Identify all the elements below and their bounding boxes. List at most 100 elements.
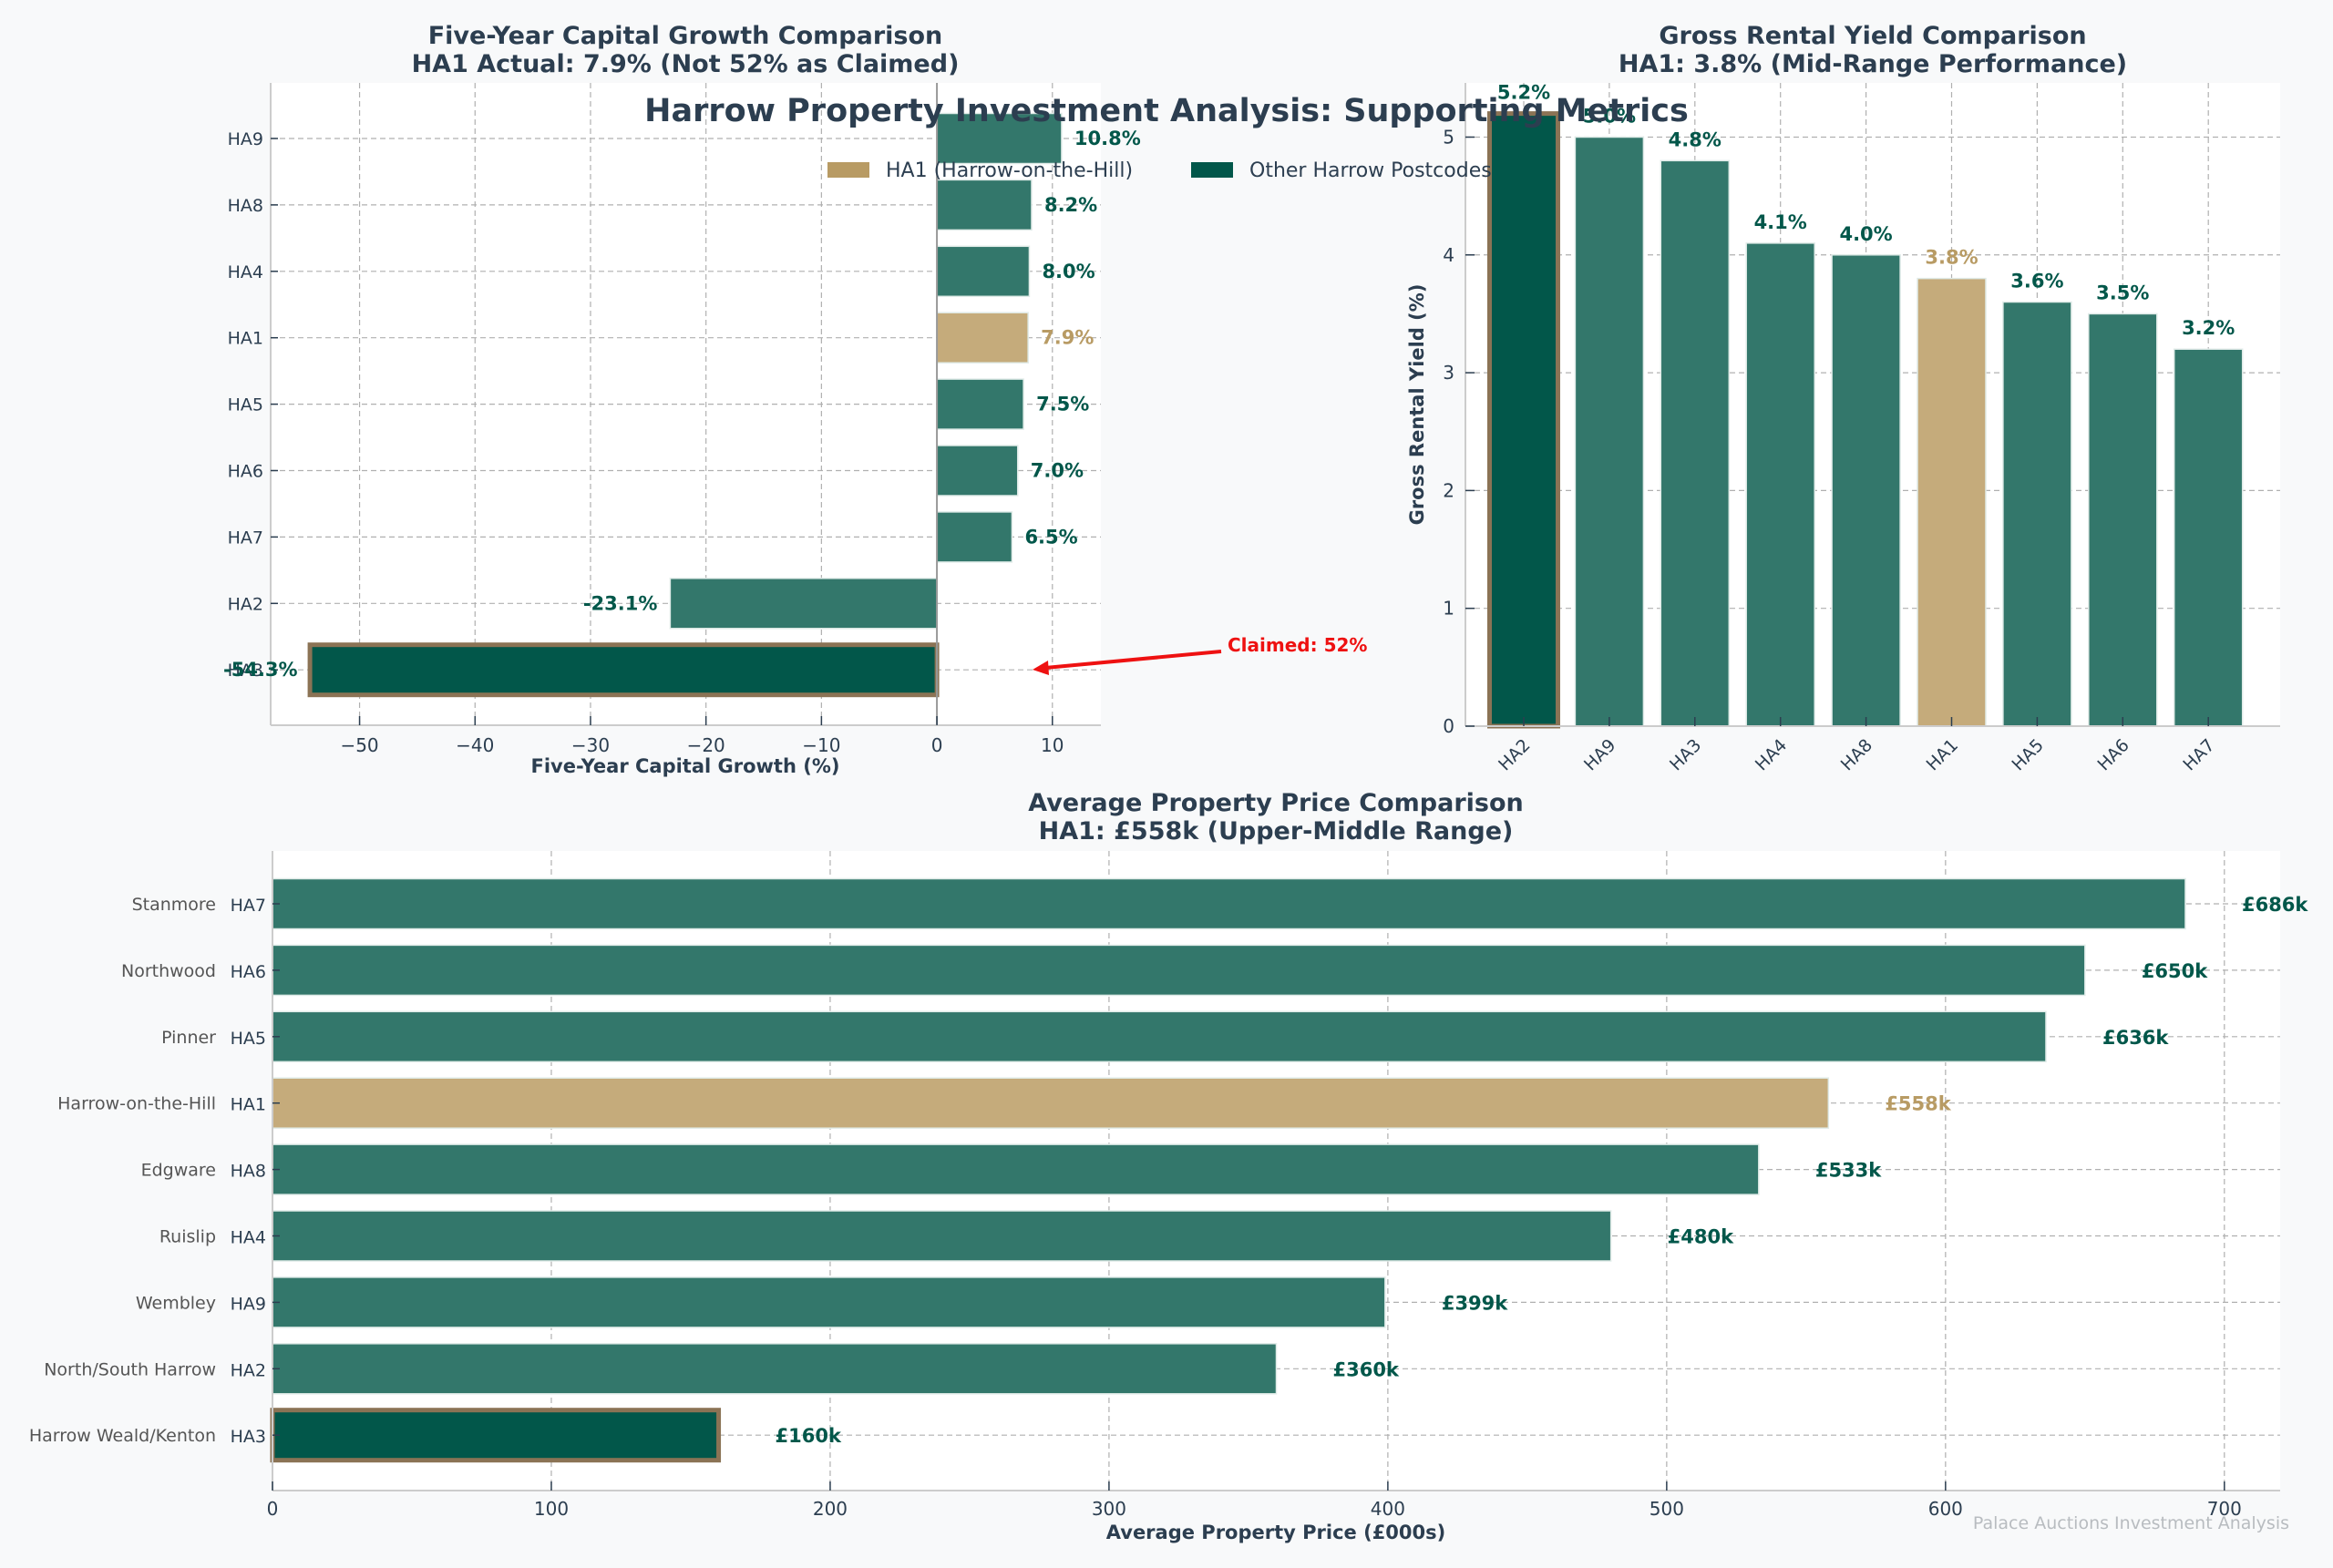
growth-bar-ha2	[669, 578, 938, 630]
price-location-label: Wembley	[136, 1293, 216, 1313]
growth-bar-ha6	[936, 445, 1019, 497]
yield-y-tick-label: 0	[1443, 715, 1454, 737]
price-y-tick-label: HA5	[231, 1029, 266, 1049]
yield-bar-ha1	[1917, 277, 1987, 727]
price-location-label: Stanmore	[132, 895, 216, 915]
price-value-label: £650k	[2142, 960, 2208, 982]
yield-bar-ha8	[1831, 254, 1901, 727]
price-location-label: Pinner	[161, 1028, 216, 1048]
yield-bar-ha4	[1745, 242, 1815, 727]
growth-y-tick-label: HA4	[228, 262, 263, 282]
yield-value-label: 3.8%	[1925, 247, 1978, 269]
growth-x-tick-label: 10	[1041, 734, 1064, 756]
growth-value-label: 10.8%	[1074, 128, 1141, 149]
claimed-annotation-text: Claimed: 52%	[1228, 634, 1367, 656]
price-y-tick-label: HA3	[231, 1427, 266, 1447]
growth-x-axis-label: Five-Year Capital Growth (%)	[531, 755, 840, 777]
growth-chart-subtitle: HA1 Actual: 7.9% (Not 52% as Claimed)	[412, 50, 960, 78]
price-location-label: Edgware	[141, 1161, 216, 1181]
yield-value-label: 5.0%	[1583, 105, 1636, 127]
yield-bar-ha3	[1660, 159, 1731, 727]
price-bar-ha6	[272, 944, 2086, 997]
growth-y-tick-label: HA3	[228, 661, 263, 681]
price-x-tick-label: 400	[1371, 1498, 1405, 1520]
yield-bars	[1487, 111, 2244, 729]
growth-value-label: 8.2%	[1044, 194, 1097, 216]
yield-value-label: 3.2%	[2182, 317, 2235, 339]
price-x-tick-label: 100	[534, 1498, 569, 1520]
yield-value-label: 3.5%	[2096, 282, 2149, 303]
growth-y-tick-label: HA9	[228, 129, 263, 149]
yield-bar-ha9	[1574, 136, 1645, 727]
growth-value-label: 7.5%	[1036, 394, 1089, 415]
yield-bar-ha2	[1487, 111, 1560, 729]
price-value-labels: £686k £650k £636k £558k £533k £480k £399k £360k…	[776, 894, 2309, 1447]
price-y-tick-label: HA7	[231, 896, 266, 916]
growth-x-tick-label: −50	[340, 734, 378, 756]
growth-bar-ha1	[936, 312, 1029, 364]
growth-y-tick-label: HA2	[228, 594, 263, 614]
yield-bar-ha7	[2173, 348, 2244, 727]
growth-x-tick-label: −20	[687, 734, 725, 756]
growth-chart-title: Five-Year Capital Growth Comparison	[428, 22, 943, 50]
yield-value-label: 4.8%	[1669, 128, 1721, 150]
legend-label-ha1: HA1 (Harrow-on-the-Hill)	[886, 159, 1133, 182]
growth-bar-ha3	[307, 642, 940, 698]
growth-y-tick-label: HA1	[228, 329, 263, 349]
price-chart-title: Average Property Price Comparison	[1028, 789, 1523, 817]
price-value-label: £636k	[2102, 1027, 2169, 1049]
growth-y-tick-label: HA7	[228, 528, 263, 548]
price-x-axis-label: Average Property Price (£000s)	[1106, 1522, 1445, 1543]
price-bar-ha2	[272, 1343, 1278, 1395]
growth-y-tick-label: HA5	[228, 395, 263, 415]
yield-y-tick-label: 5	[1443, 126, 1454, 148]
price-value-label: £160k	[776, 1425, 842, 1447]
price-ticks: 0 100 200 300 400 500 600 700 HA7 Stanmore HA6 Nort…	[29, 851, 2280, 1520]
price-bar-ha8	[272, 1143, 1760, 1195]
price-location-label: Harrow Weald/Kenton	[29, 1426, 216, 1446]
claimed-arrow-shaft	[1044, 650, 1222, 670]
growth-x-tick-label: −30	[571, 734, 610, 756]
growth-value-label: -54.3%	[223, 659, 298, 681]
legend-swatch-other	[1191, 162, 1233, 178]
price-x-tick-label: 700	[2207, 1498, 2242, 1520]
price-x-tick-label: 500	[1650, 1498, 1684, 1520]
growth-bar-ha7	[936, 511, 1013, 563]
price-x-tick-label: 200	[813, 1498, 848, 1520]
growth-x-tick-label: −40	[456, 734, 494, 756]
price-value-label: £533k	[1815, 1160, 1882, 1182]
yield-chart-title: Gross Rental Yield Comparison	[1659, 22, 2086, 50]
price-bars	[270, 877, 2186, 1463]
price-bar-ha1	[272, 1077, 1830, 1129]
price-x-tick-label: 300	[1092, 1498, 1126, 1520]
watermark: Palace Auctions Investment Analysis	[1973, 1513, 2289, 1533]
growth-chart: −50 −40 −30 −20 −10 0 10 HA9 HA8 HA4 HA1 HA5 HA6 HA7 H…	[223, 22, 1367, 777]
yield-bar-ha5	[2002, 301, 2072, 727]
yield-y-tick-label: 4	[1443, 244, 1454, 266]
yield-y-tick-label: 2	[1443, 479, 1454, 501]
yield-bar-ha6	[2088, 313, 2158, 727]
price-chart: 0 100 200 300 400 500 600 700 HA7 Stanmore HA6 Nort…	[29, 789, 2309, 1543]
price-location-label: Ruislip	[159, 1227, 216, 1247]
price-x-tick-label: 0	[267, 1498, 279, 1520]
growth-bars	[307, 83, 1063, 725]
growth-ticks: −50 −40 −30 −20 −10 0 10 HA9 HA8 HA4 HA1 HA5 HA6 HA7 H…	[228, 83, 1101, 756]
growth-y-tick-label: HA6	[228, 462, 263, 482]
price-x-tick-label: 600	[1928, 1498, 1963, 1520]
yield-value-labels: 5.2% 5.0% 4.8% 4.1% 4.0% 3.8% 3.6% 3.5% 3.2%	[1497, 82, 2235, 340]
yield-y-tick-label: 1	[1443, 598, 1454, 620]
growth-value-label: 7.9%	[1041, 327, 1094, 349]
claimed-arrow-head	[1033, 661, 1049, 675]
price-bar-ha7	[272, 877, 2186, 930]
price-location-label: Northwood	[121, 961, 216, 981]
price-value-label: £558k	[1885, 1093, 1951, 1115]
yield-chart-subtitle: HA1: 3.8% (Mid-Range Performance)	[1619, 50, 2127, 78]
growth-bar-ha4	[936, 245, 1031, 298]
price-value-label: £399k	[1442, 1292, 1508, 1314]
yield-y-axis-label: Gross Rental Yield (%)	[1406, 284, 1428, 526]
growth-value-labels: 10.8% 8.2% 8.0% 7.9% 7.5% 7.0% 6.5% -23.1% -54.3…	[223, 128, 1141, 681]
yield-y-tick-label: 3	[1443, 362, 1454, 384]
growth-value-label: 6.5%	[1024, 526, 1077, 548]
